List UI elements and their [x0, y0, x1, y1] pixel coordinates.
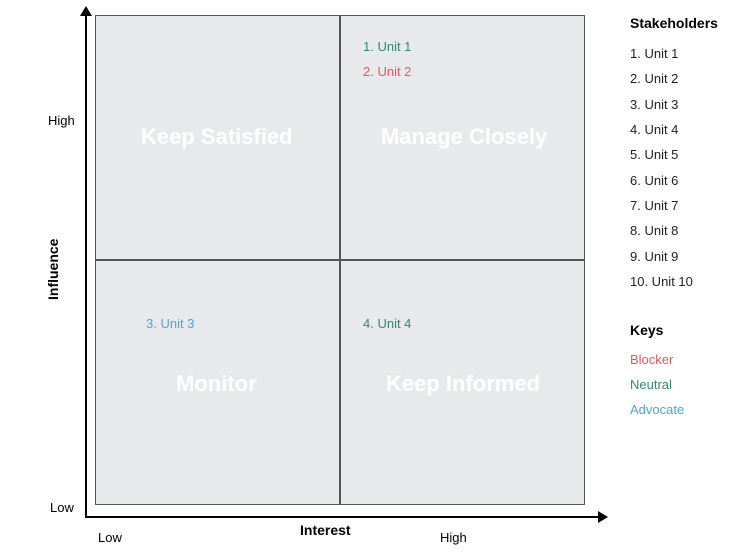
y-axis-arrow-icon — [80, 6, 92, 16]
y-axis-line — [85, 10, 87, 518]
quadrant-bottom-right: Keep Informed 4. Unit 4 — [340, 260, 585, 505]
list-item: 3. Unit 3 — [630, 92, 740, 117]
list-item: 8. Unit 8 — [630, 218, 740, 243]
list-item: 4. Unit 4 — [630, 117, 740, 142]
list-item: 6. Unit 6 — [630, 168, 740, 193]
list-item: 9. Unit 9 — [630, 244, 740, 269]
quadrant-top-left: Keep Satisfied — [95, 15, 340, 260]
list-item: 2. Unit 2 — [630, 66, 740, 91]
quadrant-top-right-label: Manage Closely — [381, 124, 547, 150]
side-panel: Stakeholders 1. Unit 1 2. Unit 2 3. Unit… — [630, 15, 740, 423]
y-low-label: Low — [50, 500, 74, 515]
list-item: 5. Unit 5 — [630, 142, 740, 167]
x-axis-line — [85, 516, 600, 518]
quadrant-top-left-label: Keep Satisfied — [141, 124, 293, 150]
x-axis-arrow-icon — [598, 511, 608, 523]
key-item: Neutral — [630, 373, 740, 398]
key-item: Blocker — [630, 348, 740, 373]
stakeholder-point: 2. Unit 2 — [363, 64, 411, 79]
stakeholder-point: 4. Unit 4 — [363, 316, 411, 331]
key-item: Advocate — [630, 398, 740, 423]
stakeholders-list: 1. Unit 1 2. Unit 2 3. Unit 3 4. Unit 4 … — [630, 41, 740, 294]
stakeholder-point: 3. Unit 3 — [146, 316, 194, 331]
y-high-label: High — [48, 113, 75, 128]
stakeholders-title: Stakeholders — [630, 15, 740, 31]
list-item: 1. Unit 1 — [630, 41, 740, 66]
x-high-label: High — [440, 530, 467, 545]
list-item: 10. Unit 10 — [630, 269, 740, 294]
quadrant-bottom-left: Monitor 3. Unit 3 — [95, 260, 340, 505]
quadrant-top-right: Manage Closely 1. Unit 1 2. Unit 2 — [340, 15, 585, 260]
quadrant-matrix: Keep Satisfied Manage Closely 1. Unit 1 … — [95, 15, 585, 505]
quadrant-bottom-left-label: Monitor — [176, 371, 257, 397]
x-low-label: Low — [98, 530, 122, 545]
keys-title: Keys — [630, 322, 740, 338]
y-axis-title: Influence — [45, 239, 61, 300]
list-item: 7. Unit 7 — [630, 193, 740, 218]
quadrant-bottom-right-label: Keep Informed — [386, 371, 540, 397]
keys-block: Keys Blocker Neutral Advocate — [630, 322, 740, 422]
x-axis-title: Interest — [300, 522, 351, 538]
stakeholder-point: 1. Unit 1 — [363, 39, 411, 54]
